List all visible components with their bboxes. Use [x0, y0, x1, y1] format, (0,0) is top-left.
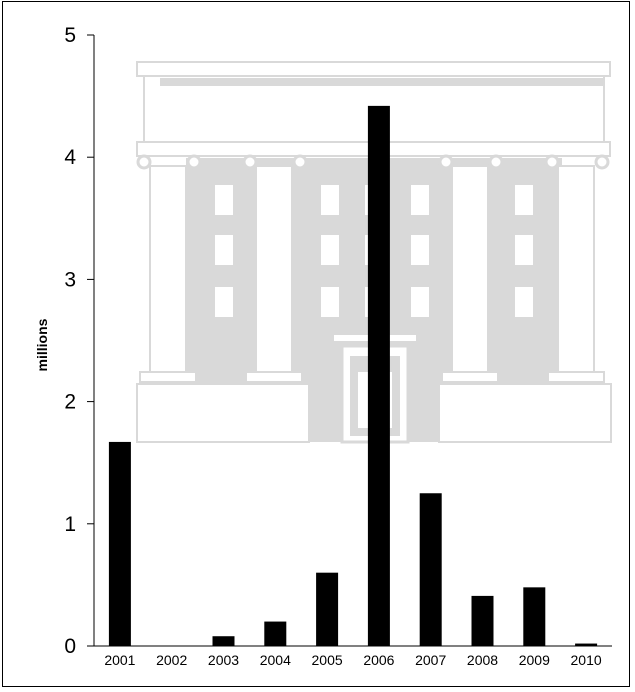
x-tick-label: 2010: [571, 652, 602, 668]
bar-2006: [367, 105, 390, 647]
x-tick-label: 2003: [208, 652, 239, 668]
x-tick-label: 2005: [312, 652, 343, 668]
bar-2007: [419, 493, 442, 646]
y-tick-label: 1: [64, 513, 76, 536]
x-tick-label: 2006: [363, 652, 394, 668]
x-axis: 2001 2002 2003 2004 2005 2006 2007 2008 2009 2010: [94, 645, 612, 668]
x-tick-label: 2007: [415, 652, 446, 668]
bar-2005: [316, 572, 339, 646]
x-tick-label: 2002: [156, 652, 187, 668]
bar-2008: [471, 595, 494, 646]
x-tick-label: 2004: [260, 652, 291, 668]
y-tick-label: 3: [64, 268, 76, 291]
bar-series: [108, 105, 598, 647]
y-tick-label: 2: [64, 391, 76, 414]
x-tick-label: 2001: [104, 652, 135, 668]
y-tick-label: 0: [64, 635, 76, 658]
y-tick-label: 4: [64, 146, 76, 169]
y-tick-label: 5: [64, 24, 76, 47]
y-axis: 0 1 2 3 4 5: [64, 24, 95, 658]
bar-2004: [264, 621, 287, 646]
x-tick-label: 2008: [467, 652, 498, 668]
bar-2003: [212, 636, 235, 646]
y-axis-title: millions: [34, 318, 50, 371]
bar-2010: [575, 643, 598, 646]
x-tick-label: 2009: [519, 652, 550, 668]
bar-2009: [523, 587, 546, 646]
bar-2001: [108, 441, 131, 646]
